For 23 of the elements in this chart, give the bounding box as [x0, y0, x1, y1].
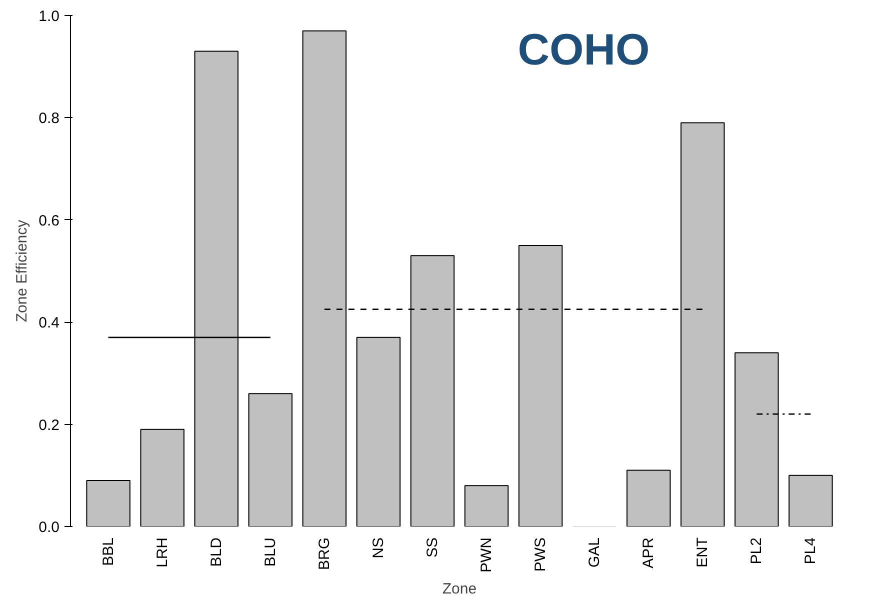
y-tick-label: 0.4: [38, 314, 60, 332]
x-tick-label: BLU: [262, 537, 279, 567]
x-axis-title: Zone: [442, 580, 477, 598]
x-tick-label: ENT: [694, 538, 712, 568]
x-tick-label: PL4: [802, 537, 820, 564]
x-tick-label: GAL: [586, 538, 604, 568]
y-tick-label: 0.8: [38, 110, 60, 128]
y-axis-title: Zone Efficiency: [14, 219, 31, 322]
x-tick-label: NS: [370, 537, 387, 558]
chart-title: COHO: [518, 26, 650, 75]
y-tick-label: 0.0: [38, 519, 60, 536]
y-tick-label: 0.6: [38, 212, 60, 230]
x-tick-label: SS: [424, 537, 441, 558]
x-tick-label: LRH: [154, 537, 171, 568]
x-tick-label: BLD: [208, 537, 225, 567]
x-tick-label: BRG: [316, 537, 333, 570]
x-tick-label: PWS: [532, 537, 550, 572]
x-tick-label: APR: [640, 537, 658, 568]
x-tick-label: BBL: [100, 537, 117, 566]
y-tick-label: 0.2: [38, 416, 60, 434]
y-tick-label: 1.0: [38, 8, 60, 25]
x-tick-label: PL2: [748, 537, 766, 564]
x-tick-label: PWN: [478, 537, 496, 572]
